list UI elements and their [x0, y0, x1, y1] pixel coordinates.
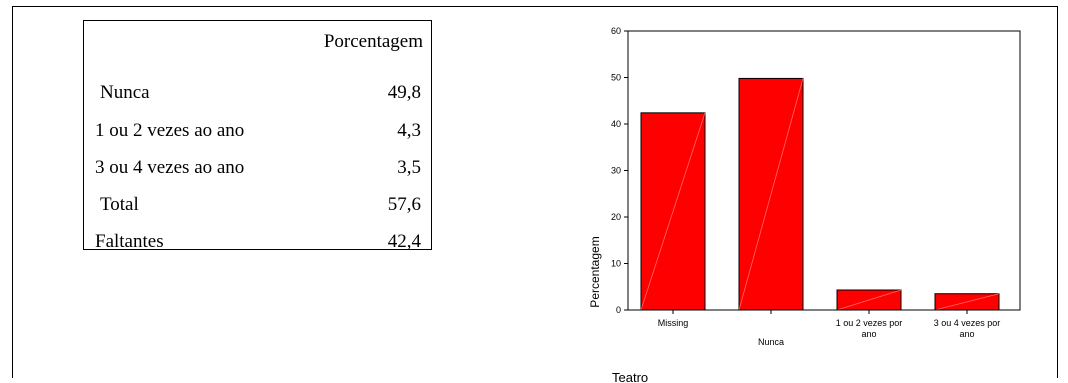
x-tick-label: 1 ou 2 vezes por ano: [836, 318, 903, 339]
frequency-table: Porcentagem Nunca 49,8 1 ou 2 vezes ao a…: [83, 20, 432, 252]
bar-shading-line: [738, 78, 804, 311]
bar-shading-line: [836, 289, 902, 311]
row-value: 42,4: [387, 231, 421, 252]
y-tick-label: 60: [611, 26, 621, 36]
output-frame: [12, 6, 1058, 378]
row-label: Nunca: [100, 82, 150, 103]
x-tick-label: Nunca: [758, 337, 784, 347]
x-tick-labels: Missing Nunca 1 ou 2 vezes por ano 3 ou 4 ve…: [658, 318, 1001, 347]
x-tick-label: 3 ou 4 vezes por ano: [934, 318, 1001, 339]
table-row: Faltantes 42,4: [84, 231, 431, 255]
x-axis-label: Teatro: [612, 370, 648, 383]
table-row: Nunca 49,8: [84, 82, 431, 106]
row-value: 57,6: [387, 194, 421, 215]
row-label: Faltantes: [95, 231, 164, 252]
y-axis-label: Percentagem: [588, 236, 602, 307]
bar-shading-line: [934, 293, 1000, 311]
table-header-percentage: Porcentagem: [323, 31, 423, 52]
table-row: Total 57,6: [84, 194, 431, 218]
bars: [640, 77, 1000, 314]
y-tick-label: 0: [616, 305, 621, 315]
row-value: 49,8: [387, 82, 421, 103]
plot-area-border: [627, 30, 1021, 311]
row-label: 3 ou 4 vezes ao ano: [95, 157, 245, 178]
row-label: Total: [100, 194, 139, 215]
row-label: 1 ou 2 vezes ao ano: [95, 120, 245, 141]
y-axis: 0 10 20 30 40 50 60: [611, 26, 629, 315]
row-value: 4,3: [397, 120, 421, 141]
y-tick-label: 20: [611, 212, 621, 222]
row-value: 3,5: [397, 157, 421, 178]
y-tick-label: 50: [611, 73, 621, 83]
y-tick-label: 30: [611, 166, 621, 176]
y-tick-label: 10: [611, 259, 621, 269]
table-row: 1 ou 2 vezes ao ano 4,3: [84, 120, 431, 144]
table-row: 3 ou 4 vezes ao ano 3,5: [84, 157, 431, 181]
bar-shading-line: [640, 112, 706, 311]
y-tick-label: 40: [611, 119, 621, 129]
x-tick-label: Missing: [658, 318, 689, 328]
